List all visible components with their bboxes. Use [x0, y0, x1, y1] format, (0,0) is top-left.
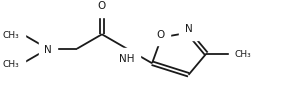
Text: CH₃: CH₃: [234, 50, 251, 59]
Text: N: N: [44, 45, 52, 55]
Text: O: O: [98, 1, 106, 11]
Text: O: O: [157, 30, 165, 40]
Text: CH₃: CH₃: [3, 60, 19, 69]
Text: NH: NH: [119, 54, 135, 64]
Text: N: N: [185, 24, 192, 34]
Text: CH₃: CH₃: [3, 31, 19, 40]
